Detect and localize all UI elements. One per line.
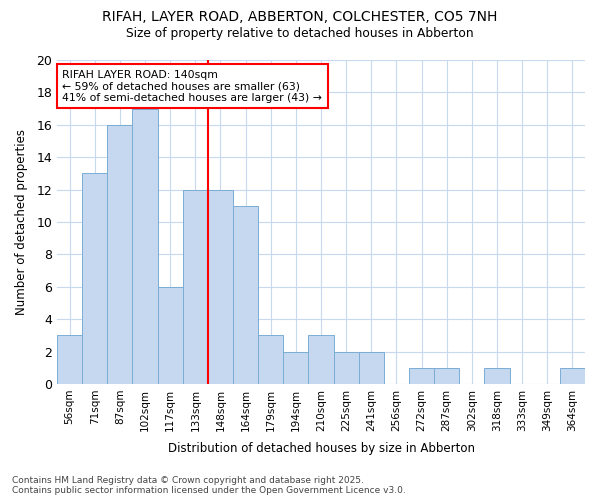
Bar: [82, 174, 107, 384]
Bar: [183, 190, 208, 384]
Bar: [308, 336, 334, 384]
Y-axis label: Number of detached properties: Number of detached properties: [15, 129, 28, 315]
Bar: [334, 352, 359, 384]
Bar: [107, 125, 133, 384]
Bar: [359, 352, 384, 384]
Bar: [57, 336, 82, 384]
Bar: [560, 368, 585, 384]
Text: RIFAH, LAYER ROAD, ABBERTON, COLCHESTER, CO5 7NH: RIFAH, LAYER ROAD, ABBERTON, COLCHESTER,…: [103, 10, 497, 24]
Bar: [434, 368, 460, 384]
Bar: [208, 190, 233, 384]
Bar: [484, 368, 509, 384]
Bar: [233, 206, 258, 384]
Bar: [283, 352, 308, 384]
Bar: [158, 286, 183, 384]
Bar: [258, 336, 283, 384]
Text: RIFAH LAYER ROAD: 140sqm
← 59% of detached houses are smaller (63)
41% of semi-d: RIFAH LAYER ROAD: 140sqm ← 59% of detach…: [62, 70, 322, 103]
Bar: [409, 368, 434, 384]
Bar: [133, 108, 158, 384]
X-axis label: Distribution of detached houses by size in Abberton: Distribution of detached houses by size …: [167, 442, 475, 455]
Text: Contains HM Land Registry data © Crown copyright and database right 2025.
Contai: Contains HM Land Registry data © Crown c…: [12, 476, 406, 495]
Text: Size of property relative to detached houses in Abberton: Size of property relative to detached ho…: [126, 28, 474, 40]
